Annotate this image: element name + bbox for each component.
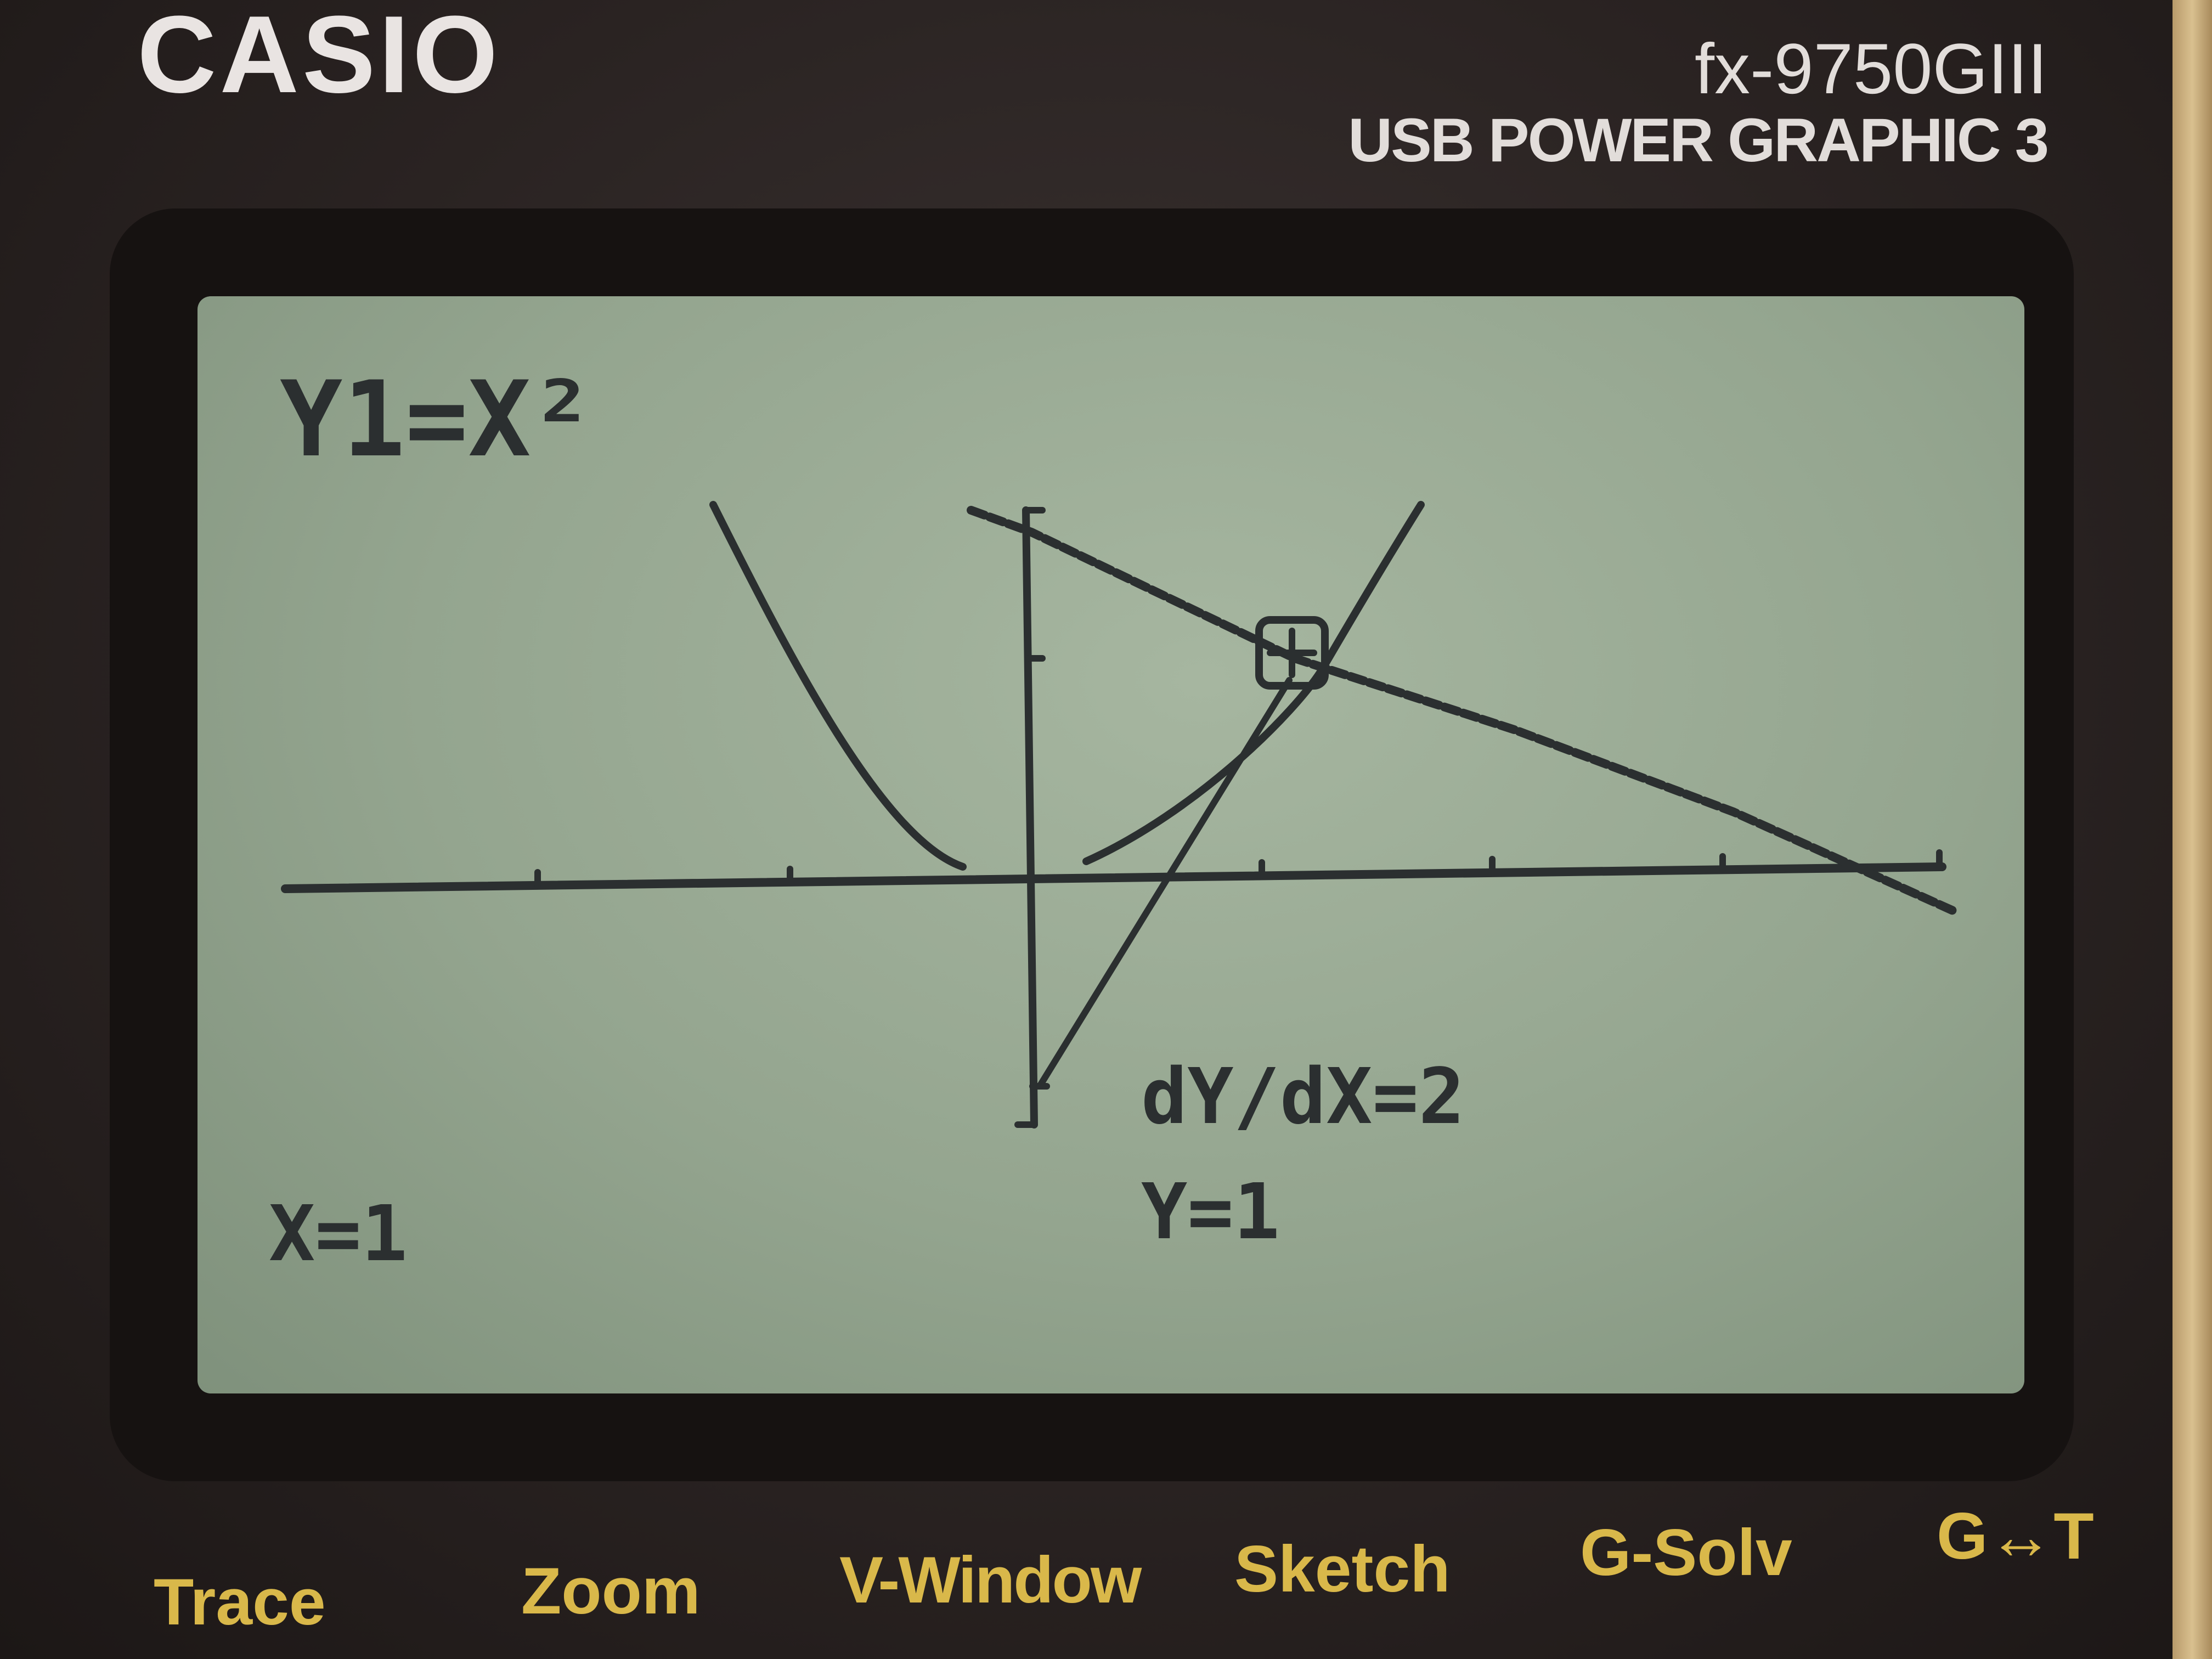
function-key-g-solv[interactable]: G-Solv [1580, 1516, 1792, 1589]
function-key-g-t[interactable]: G↔T [1937, 1499, 2094, 1573]
lcd-screen: Y1=X² dY/dX=2 Y=1 X=1 [198, 296, 2024, 1393]
brand-logo: CASIO [137, 0, 501, 116]
parabola-y1 [1082, 501, 1425, 865]
model-subtitle: USB POWER GRAPHIC 3 [1348, 106, 2049, 174]
function-key-sketch[interactable]: Sketch [1234, 1532, 1451, 1606]
model-name: fx-9750GIII [1694, 29, 2047, 109]
function-key-v-window[interactable]: V-Window [839, 1543, 1142, 1617]
y-axis [1022, 506, 1038, 1128]
tangent-line [1036, 677, 1293, 1090]
parabola-y1 [709, 501, 967, 871]
function-key-trace[interactable]: Trace [154, 1565, 326, 1639]
y-readout: Y=1 [1141, 1167, 1280, 1257]
graph-area [281, 501, 1957, 1128]
derivative-readout: dY/dX=2 [1141, 1052, 1465, 1142]
function-label: Y1=X² [280, 359, 594, 480]
function-key-zoom[interactable]: Zoom [521, 1554, 701, 1628]
sketch-line [967, 506, 1957, 915]
background-surface [2172, 0, 2212, 1659]
trace-cursor [1255, 616, 1329, 690]
x-axis [281, 862, 1946, 893]
x-readout: X=1 [269, 1189, 408, 1279]
